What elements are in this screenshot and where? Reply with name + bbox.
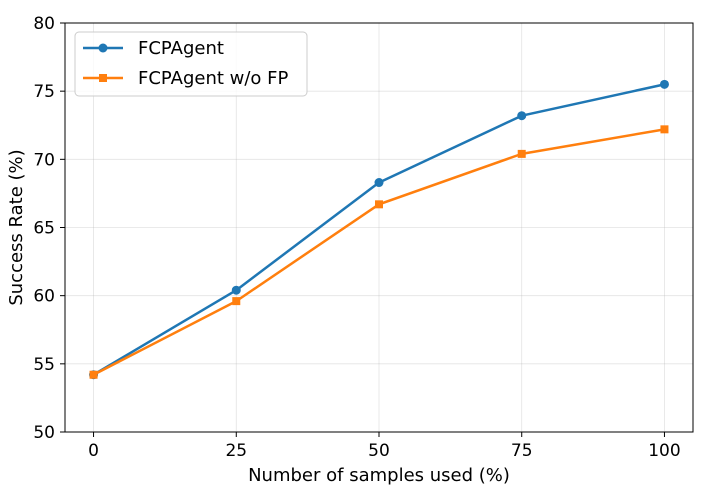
series-fcpagent-w-o-fp [89, 125, 669, 379]
data-point [375, 200, 383, 209]
x-tick-label: 25 [225, 441, 247, 461]
data-point [517, 111, 527, 121]
x-tick-label: 0 [88, 441, 99, 461]
x-tick-label: 50 [368, 441, 390, 461]
y-axis-label: Success Rate (%) [6, 149, 27, 305]
y-tick-label: 70 [33, 150, 55, 170]
legend-label-fcpagent-wo-fp: FCPAgent w/o FP [138, 68, 289, 89]
legend-label-fcpagent: FCPAgent [138, 38, 224, 59]
axis-ticks: 0 25 50 75 100 50 55 60 65 70 75 80 [33, 14, 680, 461]
y-tick-label: 80 [33, 14, 55, 34]
x-tick-label: 75 [511, 441, 533, 461]
y-tick-label: 60 [33, 287, 55, 307]
legend-box [74, 31, 308, 97]
data-point [517, 149, 526, 158]
data-point [232, 297, 241, 306]
legend-marker-fcpagent-wo-fp [99, 74, 107, 82]
data-point [89, 370, 98, 379]
legend-marker-fcpagent [98, 43, 108, 53]
y-tick-label: 50 [33, 423, 55, 443]
x-tick-label: 100 [648, 441, 680, 461]
y-tick-label: 55 [33, 355, 55, 375]
data-point [374, 178, 384, 188]
y-tick-label: 75 [33, 82, 55, 102]
data-point [660, 125, 669, 134]
x-axis-label: Number of samples used (%) [248, 465, 510, 486]
legend: FCPAgent FCPAgent w/o FP [74, 31, 308, 97]
data-point [231, 285, 241, 295]
y-tick-label: 65 [33, 219, 55, 239]
data-point [659, 79, 669, 89]
series-layer [89, 79, 669, 380]
